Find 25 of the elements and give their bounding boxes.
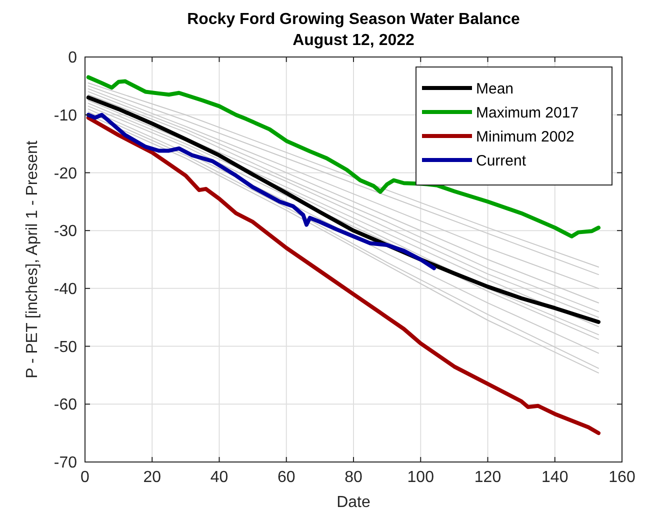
x-tick-label: 100 [407,469,434,486]
legend-label: Maximum 2017 [476,104,579,122]
y-tick-label: 0 [68,50,78,67]
x-tick-label: 0 [80,469,90,486]
x-tick-label: 20 [143,469,162,486]
legend-label: Mean [476,80,514,98]
y-tick-label: -70 [54,454,78,472]
x-tick-label: 80 [344,469,362,486]
x-axis-title: Date [336,494,370,511]
x-tick-label: 60 [277,469,296,486]
legend-label: Current [476,152,527,170]
x-tick-label: 140 [542,469,568,486]
x-tick-label: 120 [474,469,502,486]
y-tick-label: -40 [54,281,78,298]
y-tick-label: -10 [54,107,78,124]
y-tick-label: -50 [54,338,78,356]
x-tick-label: 160 [608,469,636,486]
y-tick-label: -30 [54,223,78,240]
y-tick-label: -60 [54,396,78,414]
chart-title: Rocky Ford Growing Season Water Balance [187,11,520,28]
y-tick-label: -20 [54,165,78,182]
legend-label: Minimum 2002 [476,128,574,146]
y-axis-title: P - PET [inches], April 1 - Present [24,140,41,378]
chart-subtitle: August 12, 2022 [292,32,415,49]
x-tick-label: 40 [210,469,228,486]
